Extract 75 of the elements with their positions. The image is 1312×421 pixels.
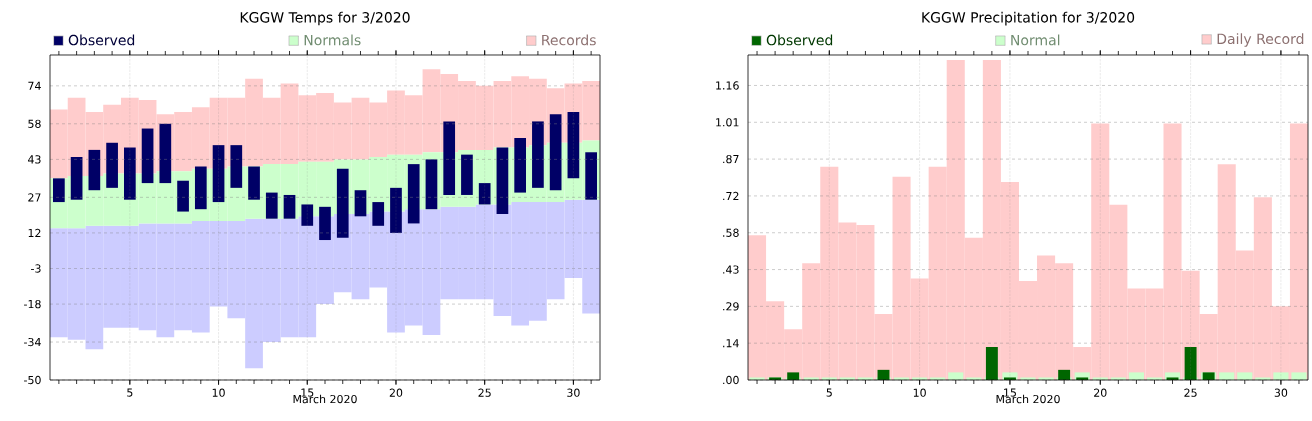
y-tick-label: 43: [28, 155, 41, 164]
y-tick-label: 27: [28, 193, 41, 202]
bar: [283, 194, 296, 219]
legend-label: Records: [542, 34, 596, 46]
y-tick-label: 12: [28, 228, 41, 237]
x-tick-label: 10: [913, 388, 926, 397]
bar: [478, 183, 491, 205]
bar: [390, 187, 402, 233]
bar: [948, 372, 964, 380]
x-tick-label: 10: [212, 388, 225, 397]
bar: [212, 145, 225, 203]
y-tick-label: 58: [28, 119, 41, 128]
x-tick-label: 30: [567, 388, 580, 397]
bar: [1219, 372, 1235, 380]
bar: [496, 147, 509, 214]
bar: [549, 114, 562, 191]
x-tick-label: 20: [1094, 388, 1107, 397]
bar: [787, 372, 800, 380]
y-tick-label: -3: [31, 264, 41, 273]
bar: [1128, 372, 1144, 380]
bar: [301, 204, 314, 226]
legend-label: Normals: [304, 34, 361, 46]
bar: [514, 138, 527, 193]
x-tick-label: 20: [389, 388, 403, 397]
legend-label: Daily Record: [1217, 33, 1304, 47]
bar: [532, 121, 544, 188]
bar: [1184, 346, 1197, 380]
bar: [141, 128, 154, 184]
bar: [461, 154, 473, 195]
bar: [1291, 372, 1307, 380]
bar: [159, 123, 172, 184]
bar: [53, 178, 65, 203]
y-tick-label: -50: [24, 375, 41, 385]
bar: [425, 159, 438, 210]
y-tick-label: 1.16: [716, 81, 739, 90]
bar: [336, 168, 349, 238]
bar: [177, 180, 189, 212]
bar: [985, 346, 998, 380]
y-tick-label: .00: [723, 375, 739, 385]
bar: [230, 145, 243, 188]
bar: [194, 166, 207, 210]
bar: [372, 202, 385, 226]
y-tick-label: .43: [723, 265, 739, 274]
chart-title: KGGW Temps for 3/2020: [240, 11, 410, 26]
y-tick-label: 1.01: [716, 118, 739, 127]
bar: [585, 152, 597, 200]
y-tick-label: 74: [28, 81, 41, 90]
bar: [123, 147, 136, 200]
bar: [354, 190, 367, 217]
bar: [248, 166, 260, 200]
x-tick-label: 5: [826, 388, 832, 397]
legend-label: Normal: [1011, 34, 1060, 46]
y-tick-label: -34: [24, 337, 41, 347]
y-tick-label: .72: [723, 191, 739, 200]
legend-label: Observed: [766, 34, 833, 46]
y-tick-label: -18: [24, 299, 41, 309]
x-tick-label: 30: [1274, 388, 1288, 397]
y-tick-label: .58: [723, 228, 739, 237]
y-tick-label: .14: [723, 339, 739, 348]
y-tick-label: .87: [723, 154, 739, 164]
x-tick-label: 25: [1184, 388, 1197, 397]
bar: [1237, 372, 1253, 380]
x-tick-label: 25: [478, 388, 491, 397]
bar: [88, 149, 101, 191]
chart-title: KGGW Precipitation for 3/2020: [922, 11, 1135, 26]
bar: [106, 142, 118, 188]
bar: [1273, 372, 1289, 380]
bar: [407, 164, 420, 224]
x-tick-label: 5: [127, 388, 133, 397]
legend-label: Observed: [68, 34, 135, 46]
bar: [319, 206, 331, 241]
bar: [443, 121, 456, 195]
bar: [265, 192, 278, 219]
bar: [70, 157, 83, 200]
y-tick-label: .29: [723, 302, 739, 311]
